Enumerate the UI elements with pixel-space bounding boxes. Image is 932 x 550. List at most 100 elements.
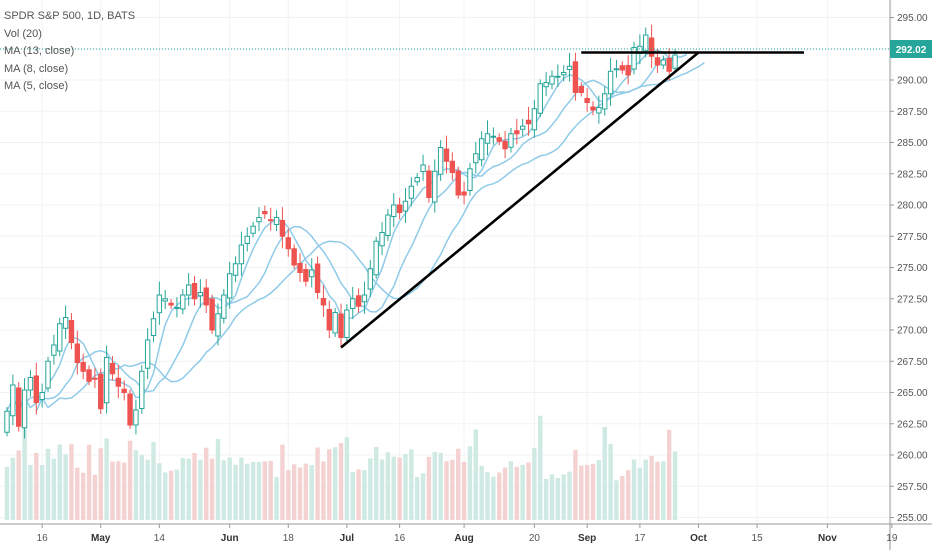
volume-bar [379, 459, 385, 520]
candle [92, 367, 98, 389]
price-axis[interactable]: 295.00292.50290.00287.50285.00282.50280.… [890, 13, 928, 524]
volume-bar [303, 463, 309, 520]
candle-body [555, 75, 561, 78]
candle-body [80, 362, 86, 372]
volume-bar [92, 474, 98, 520]
volume-bar [145, 459, 150, 520]
volume-bar [538, 415, 543, 520]
candle [51, 334, 57, 365]
volume-bar [561, 474, 566, 520]
volume-bar [391, 456, 396, 520]
volume-bar [116, 461, 121, 520]
candle [561, 65, 567, 82]
candle [21, 378, 28, 439]
candle-body [402, 200, 409, 212]
volume-bar [344, 437, 350, 520]
volume-bar [327, 449, 332, 520]
candle [660, 55, 667, 69]
candle [426, 165, 432, 203]
candle-body [203, 287, 209, 306]
candle [461, 181, 467, 205]
volume-bar [596, 460, 602, 520]
volume-bar [4, 466, 10, 520]
price-tick-label: 267.50 [897, 357, 928, 368]
legend-ma-13[interactable]: MA (13, close) [4, 45, 75, 57]
candle [215, 303, 221, 346]
volume-bar [532, 447, 537, 520]
candle-body [314, 263, 321, 293]
candle [209, 294, 215, 334]
volume-bar [444, 461, 449, 520]
candle-body [350, 298, 356, 309]
candle [537, 79, 543, 118]
price-tick-label: 287.50 [897, 107, 928, 118]
candle [221, 289, 227, 324]
time-tick-label: 15 [752, 533, 764, 544]
candle-body [109, 363, 116, 375]
volume-bar [39, 464, 45, 520]
candle-body [185, 284, 192, 296]
volume-bar [110, 461, 115, 520]
volume-bar [514, 466, 520, 520]
legend-volume[interactable]: Vol (20) [4, 27, 42, 40]
candle-body [361, 294, 368, 303]
candle [473, 141, 479, 174]
candle-body [566, 65, 573, 70]
candle-body [391, 204, 397, 217]
price-tick-label: 295.00 [897, 13, 928, 24]
candle-body [467, 168, 473, 191]
candle-body [27, 377, 34, 391]
volume-bar [233, 464, 238, 520]
candle-body [420, 164, 426, 172]
time-tick-label: May [91, 533, 111, 544]
candle-body [625, 65, 631, 76]
volume-bar [309, 465, 314, 520]
candle-body [250, 225, 256, 234]
volume-bar [332, 447, 338, 520]
candle-body [74, 343, 81, 363]
candle-body [238, 244, 245, 265]
candle [62, 305, 69, 339]
candle [326, 300, 333, 338]
candle [103, 345, 110, 414]
volume-bar [573, 449, 578, 520]
candle-body [531, 108, 538, 131]
legend-ma-5[interactable]: MA (5, close) [4, 80, 69, 92]
time-tick-label: Oct [690, 533, 707, 544]
legend-ma-8[interactable]: MA (8, close) [4, 62, 69, 75]
candle-body [121, 388, 127, 393]
candle [338, 303, 344, 347]
candle-body [385, 214, 391, 236]
candle-body [86, 369, 92, 382]
volume-bar [198, 459, 203, 520]
time-tick-label: 16 [394, 533, 406, 544]
candle-body [197, 292, 204, 297]
time-axis[interactable]: 16 May 14 Jun 18 Jul 16 Aug 20 Sep 17 Oct 15 Nov 19 [37, 524, 898, 544]
candle-body [139, 370, 145, 409]
volume-bar [180, 457, 185, 520]
volume-bar [397, 457, 402, 520]
volume-bar [86, 444, 92, 520]
candle-body [619, 65, 625, 71]
candle [33, 362, 39, 415]
candle-body [320, 298, 327, 306]
volume-bar [520, 464, 525, 520]
candle [402, 187, 409, 224]
volume-bars [4, 415, 678, 520]
volume-bar [420, 473, 426, 520]
chart-title[interactable]: SPDR S&P 500, 1D, BATS [4, 10, 136, 22]
volume-bar [461, 461, 467, 520]
candle [314, 256, 321, 300]
volume-bar [250, 461, 256, 520]
candle-body [92, 377, 98, 380]
candle [121, 380, 127, 401]
candle-body [561, 72, 567, 76]
candle-body [502, 140, 508, 150]
candle-body [309, 269, 315, 278]
candle [484, 120, 491, 156]
volume-bar [34, 452, 39, 520]
candle [555, 64, 561, 87]
candle [631, 41, 637, 75]
volume-bar [579, 465, 584, 520]
